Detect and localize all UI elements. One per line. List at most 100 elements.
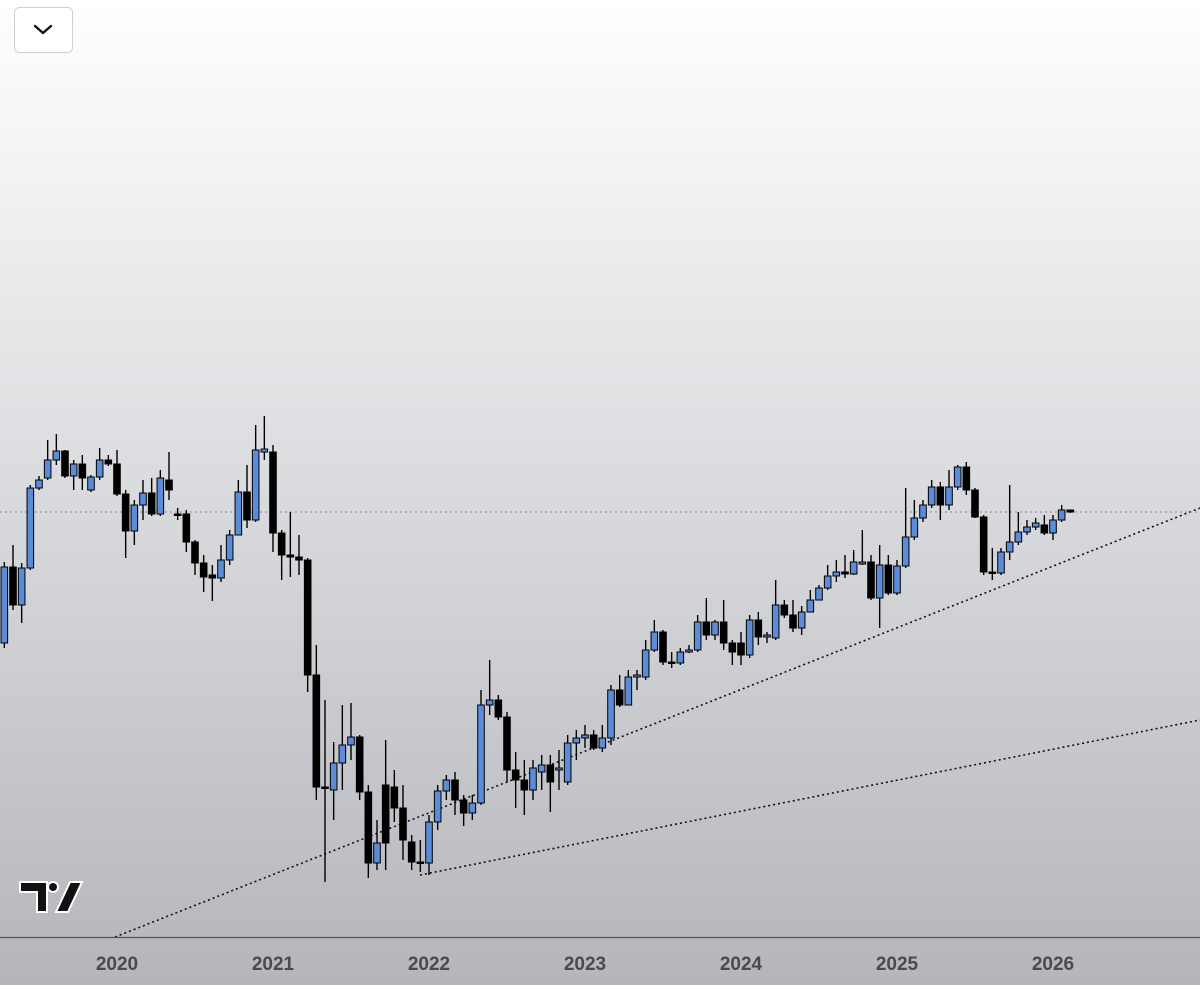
candle-body: [113, 463, 121, 495]
candle-body: [381, 784, 390, 844]
candle-body: [537, 764, 546, 773]
candle-body: [953, 466, 962, 488]
x-tick-label: 2023: [564, 954, 606, 975]
candle-body: [156, 477, 165, 515]
candle-body: [780, 604, 789, 616]
candle-body: [329, 762, 338, 791]
candle-body: [511, 769, 520, 781]
candle-body: [936, 486, 945, 506]
candle-body: [0, 566, 9, 644]
candle-body: [199, 562, 208, 578]
candle-body: [711, 621, 719, 636]
candle-body: [555, 767, 563, 771]
candle-body: [225, 534, 234, 561]
candle-body: [693, 621, 702, 651]
candle-body: [754, 619, 763, 638]
candle-body: [451, 779, 459, 801]
candle-body: [633, 674, 641, 678]
candle-body: [659, 631, 667, 663]
candle-body: [910, 517, 919, 538]
candle-body: [971, 489, 979, 518]
candle-body: [61, 450, 69, 477]
candle-body: [399, 807, 407, 841]
candle-body: [702, 621, 711, 636]
candle-body: [832, 571, 841, 577]
candle-body: [927, 486, 936, 506]
candle-body: [685, 649, 693, 653]
candle-body: [442, 779, 451, 792]
x-tick-label: 2022: [408, 954, 450, 975]
candle-body: [745, 619, 754, 656]
candle-body: [52, 450, 61, 461]
candle-body: [1023, 526, 1031, 533]
candle-body: [1049, 519, 1057, 534]
candle-body: [962, 466, 971, 491]
candle-body: [277, 532, 286, 556]
candle-body: [35, 479, 43, 489]
candle-body: [815, 587, 823, 601]
candle-body: [901, 536, 910, 567]
candle-body: [147, 492, 156, 515]
candle-body: [251, 449, 260, 521]
candle-body: [771, 604, 780, 639]
dropdown-button[interactable]: [14, 7, 73, 53]
candle-body: [286, 554, 295, 558]
candles: [0, 416, 1200, 882]
candle-body: [43, 459, 52, 479]
candle-body: [321, 786, 329, 789]
candle-body: [433, 790, 442, 823]
candle-body: [1066, 509, 1075, 513]
candle-body: [650, 631, 659, 651]
candle-body: [477, 704, 485, 804]
candle-body: [797, 611, 806, 629]
candle-body: [737, 642, 745, 656]
tradingview-logo: [19, 881, 84, 913]
candle-body: [95, 459, 104, 478]
candle-body: [979, 516, 988, 573]
candle-body: [243, 491, 251, 521]
candle-body: [676, 651, 685, 664]
candle-body: [121, 493, 130, 532]
candle-body: [546, 764, 555, 783]
candle-body: [1040, 524, 1049, 534]
candle-body: [520, 779, 529, 791]
candle-body: [165, 479, 173, 491]
candle-body: [719, 621, 728, 644]
candle-body: [858, 561, 867, 565]
candle-body: [494, 699, 503, 718]
candle-body: [260, 448, 269, 453]
candle-body: [208, 574, 217, 579]
x-tick-label: 2025: [876, 954, 919, 975]
candle-body: [459, 799, 468, 814]
candle-body: [875, 564, 884, 599]
candle-body: [139, 492, 147, 506]
candle-body: [295, 556, 303, 561]
candle-body: [615, 689, 624, 706]
candle-body: [641, 649, 650, 678]
candle-body: [598, 737, 607, 749]
candle-body: [407, 841, 416, 863]
candle-body: [1005, 541, 1014, 553]
candle-body: [728, 642, 737, 653]
candle-body: [667, 661, 676, 664]
candle-body: [997, 551, 1005, 574]
x-tick-label: 2020: [96, 954, 138, 975]
candle-body: [1057, 509, 1066, 521]
candle-body: [312, 674, 321, 788]
candle-body: [789, 614, 797, 629]
candle-body: [390, 786, 399, 809]
candle-body: [503, 716, 511, 771]
candle-body: [338, 744, 347, 764]
candle-body: [572, 737, 581, 744]
candle-body: [849, 561, 858, 575]
candle-body: [234, 491, 243, 536]
candle-body: [191, 541, 199, 564]
candle-body: [841, 571, 849, 575]
candle-body: [884, 564, 893, 594]
candle-body: [624, 676, 633, 706]
candle-body: [26, 487, 35, 569]
candle-body: [416, 861, 425, 864]
